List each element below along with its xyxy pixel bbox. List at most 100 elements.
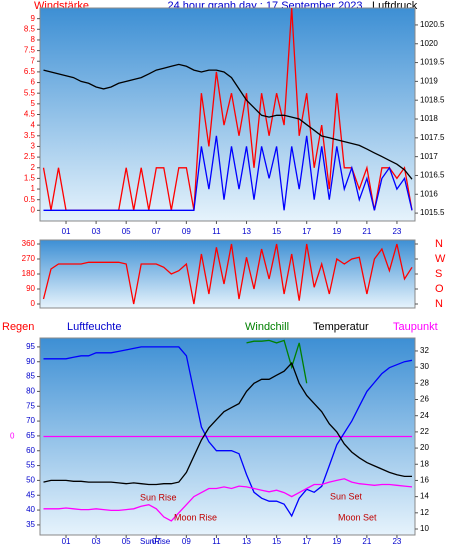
y-tick-label: 8 [31,35,36,44]
y2-tick-label: 14 [420,492,429,501]
y2-tick-label: 1017.5 [420,133,445,142]
x-tick-label: 15 [272,227,281,236]
y2-tick-label: 26 [420,395,429,404]
y2-tick-label: 28 [420,378,429,387]
x-tick-label: 21 [362,227,371,236]
legend-label: Temperatur [313,321,369,333]
y-tick-label: 2.5 [24,152,36,161]
y2-tick-label: 1020 [420,39,438,48]
y-tick-label: 45 [26,490,35,499]
plot-area [39,239,416,309]
annotation: Moon Set [338,512,377,522]
y2-tick-label: 24 [420,411,429,420]
series-line [246,339,308,384]
x-tick-label: 05 [122,227,131,236]
y-tick-label: 360 [22,239,36,248]
y-tick-label: 270 [22,254,36,263]
y2-tick-label: 1015.5 [420,208,445,217]
x-tick-label: 17 [302,227,311,236]
x-tick-label: 07 [152,537,161,546]
y2-tick-label: N [435,298,443,310]
x-tick-label: 03 [92,537,101,546]
y2-tick-label: 20 [420,443,429,452]
x-tick-label: 01 [62,227,71,236]
y2-tick-label: 1019.5 [420,58,445,67]
x-tick-label: 23 [392,537,401,546]
x-tick-label: 03 [92,227,101,236]
y2-tick-label: 1018 [420,114,438,123]
y-tick-label: 55 [26,461,35,470]
y-tick-label: 7 [31,56,36,65]
y2-tick-label: 12 [420,508,429,517]
x-annotation: SunRise [140,537,171,546]
y-tick-label: 1.5 [24,174,36,183]
series-line [43,135,413,211]
plot-area [39,7,416,222]
y2-tick-label: 22 [420,427,429,436]
y2-axis-title: Luftdruck [372,0,418,12]
y-tick-label: 90 [26,357,35,366]
y-tick-label: 75 [26,401,35,410]
x-tick-label: 15 [272,537,281,546]
y-tick-label: 8.5 [24,24,36,33]
legend-label: Regen [2,321,34,333]
x-tick-label: 05 [122,537,131,546]
legend-label: Luftfeuchte [67,321,121,333]
legend-label: Windchill [245,321,289,333]
y2-tick-label: 1018.5 [420,95,445,104]
y2-tick-label: 30 [420,362,429,371]
x-tick-label: 13 [242,537,251,546]
y-tick-label: 85 [26,372,35,381]
y-tick-label: 4 [31,120,36,129]
x-tick-label: 01 [62,537,71,546]
x-tick-label: 11 [212,227,221,236]
y-tick-label: 65 [26,431,35,440]
y-tick-label: 40 [26,505,35,514]
annotation: Moon Rise [174,512,217,522]
y-tick-label: 60 [26,446,35,455]
x-tick-label: 23 [392,227,401,236]
y2-tick-label: O [435,283,444,295]
y2-tick-label: 1016.5 [420,171,445,180]
x-tick-label: 19 [332,537,341,546]
legend-label: Taupunkt [393,321,438,333]
y-axis-title: Windstärke [34,0,89,12]
y2-tick-label: 18 [420,459,429,468]
x-tick-label: 19 [332,227,341,236]
x-tick-label: 13 [242,227,251,236]
y-tick-label: 6 [31,78,36,87]
x-tick-label: 21 [362,537,371,546]
y2-tick-label: 1017 [420,152,438,161]
x-tick-label: 09 [182,227,191,236]
y-tick-label: 0.5 [24,195,36,204]
y-tick-label: 90 [26,284,35,293]
series-line [43,478,413,522]
series-line [43,361,412,486]
y2-tick-label: 1016 [420,189,438,198]
series-line [43,346,413,518]
x-tick-label: 17 [302,537,311,546]
y2-tick-label: 10 [420,524,429,533]
x-tick-label: 07 [152,227,161,236]
y2-tick-label: 1019 [420,76,438,85]
y-tick-label: 3.5 [24,131,36,140]
y-tick-label: 50 [26,476,35,485]
y-tick-label: 3 [31,142,36,151]
series-line [42,243,413,305]
y-tick-label: 1 [31,184,36,193]
x-tick-label: 11 [212,537,221,546]
y-tick-label: 5.5 [24,88,36,97]
series-line [43,63,413,180]
y-tick-label: 7.5 [24,46,36,55]
annotation: Sun Set [330,491,363,501]
y-tick-label: 180 [22,269,36,278]
y2-tick-label: S [435,268,442,280]
annotation: Sun Rise [140,492,177,502]
y-tick-label: 9 [31,14,36,23]
y2-tick-label: 32 [420,346,429,355]
y-tick-label: 2 [31,163,36,172]
y-tick-label: 6.5 [24,67,36,76]
y3-tick-label: 0 [10,432,15,441]
y-tick-label: 0 [31,205,36,214]
